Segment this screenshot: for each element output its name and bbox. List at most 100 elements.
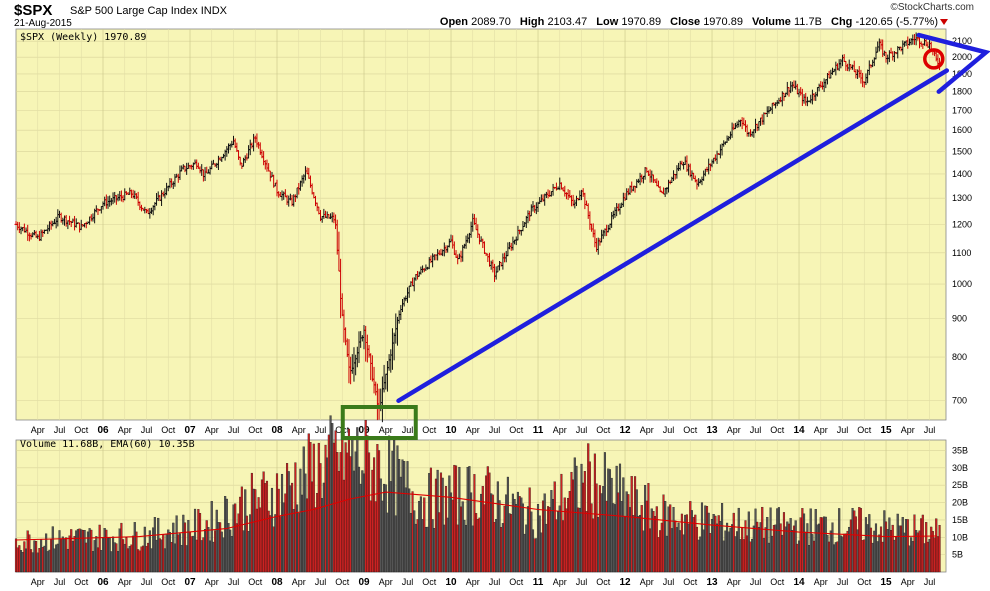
index-description: S&P 500 Large Cap Index INDX (70, 5, 227, 17)
volume-x-tick-label: 13 (706, 577, 718, 588)
volume-tick-label: 30B (952, 463, 968, 473)
price-x-tick-label: 14 (793, 425, 805, 436)
price-x-tick-label: Jul (837, 425, 849, 435)
price-x-tick-label: Oct (509, 425, 524, 435)
volume-bar (647, 483, 650, 573)
price-x-tick-label: Apr (118, 425, 132, 435)
price-x-tick-label: Oct (857, 425, 872, 435)
price-x-tick-label: Jul (402, 425, 414, 435)
price-x-tick-label: Jul (576, 425, 588, 435)
volume-x-tick-label: Apr (640, 577, 654, 587)
volume-bar (938, 524, 941, 573)
price-x-tick-label: 12 (619, 425, 631, 436)
volume-tick-label: 10B (952, 532, 968, 542)
volume-bar (240, 486, 243, 573)
volume-tick-label: 20B (952, 498, 968, 508)
volume-x-tick-label: Jul (402, 577, 414, 587)
low-highlight-box (340, 405, 418, 440)
price-x-tick-label: Jul (489, 425, 501, 435)
volume-bar (454, 465, 458, 573)
price-tick-label: 1200 (952, 219, 972, 229)
volume-x-tick-label: Apr (205, 577, 219, 587)
volume-label: Volume (752, 16, 791, 28)
price-x-tick-label: 10 (445, 425, 457, 436)
high-label: High (519, 16, 545, 28)
down-triangle-icon (940, 19, 948, 25)
price-tick-label: 1700 (952, 105, 972, 115)
volume-x-tick-label: Jul (54, 577, 66, 587)
price-x-tick-label: Oct (683, 425, 698, 435)
volume-bar (90, 529, 93, 573)
symbol: $SPX (14, 2, 53, 19)
price-x-tick-label: 06 (97, 425, 109, 436)
price-x-tick-label: Apr (205, 425, 219, 435)
price-x-tick-label: Apr (466, 425, 480, 435)
price-tick-label: 1800 (952, 87, 972, 97)
chg-label: Chg (831, 16, 853, 28)
volume-x-tick-label: Jul (315, 577, 327, 587)
price-x-tick-label: Apr (292, 425, 306, 435)
volume-x-tick-label: Oct (248, 577, 263, 587)
volume-x-tick-label: Oct (74, 577, 89, 587)
volume-bars (14, 408, 941, 573)
price-x-tick-label: Apr (901, 425, 915, 435)
price-x-tick-label: 07 (184, 425, 196, 436)
price-x-tick-label: Jul (54, 425, 66, 435)
volume-x-tick-label: Oct (335, 577, 350, 587)
close-value: 1970.89 (703, 16, 743, 28)
price-tick-label: 1400 (952, 169, 972, 179)
ohlc-summary: Open 2089.70 High 2103.47 Low 1970.89 Cl… (434, 16, 938, 28)
price-x-tick-label: Jul (315, 425, 327, 435)
low-value: 1970.89 (621, 16, 662, 28)
price-x-axis: Apr Jul Oct 06 Apr Jul Oct 07 Apr Jul Oct 08 Apr Jul O… (31, 425, 936, 436)
volume-bar (98, 524, 101, 573)
volume-value: 11.7B (794, 16, 822, 28)
price-tick-label: 2100 (952, 36, 972, 46)
volume-x-tick-label: Apr (466, 577, 480, 587)
volume-x-tick-label: 15 (880, 577, 892, 588)
volume-x-tick-label: Jul (924, 577, 936, 587)
price-x-tick-label: 15 (880, 425, 892, 436)
volume-legend: Volume 11.68B, EMA(60) 10.35B (20, 439, 195, 450)
volume-x-tick-label: Apr (379, 577, 393, 587)
volume-x-tick-label: Oct (596, 577, 611, 587)
brand-watermark: ©StockCharts.com (890, 2, 974, 13)
price-x-tick-label: Oct (74, 425, 89, 435)
volume-x-tick-label: Oct (509, 577, 524, 587)
volume-tick-label: 5B (952, 550, 963, 560)
arrowhead-icon (916, 32, 990, 94)
ema-line (15, 491, 937, 541)
uptrend-arrow (396, 68, 950, 403)
volume-bar (721, 503, 724, 573)
price-x-tick-label: Jul (228, 425, 240, 435)
price-x-tick-label: Apr (31, 425, 45, 435)
volume-x-tick-label: Apr (118, 577, 132, 587)
volume-x-tick-label: Jul (837, 577, 849, 587)
price-x-tick-label: Jul (750, 425, 762, 435)
volume-x-tick-label: Apr (727, 577, 741, 587)
volume-x-tick-label: Oct (857, 577, 872, 587)
volume-bar (859, 508, 862, 573)
volume-x-tick-label: Apr (901, 577, 915, 587)
open-value: 2089.70 (471, 16, 511, 28)
price-tick-label: 800 (952, 352, 967, 362)
price-x-tick-label: Oct (161, 425, 176, 435)
volume-x-tick-label: Jul (576, 577, 588, 587)
volume-x-tick-label: 12 (619, 577, 631, 588)
price-x-tick-label: Jul (924, 425, 936, 435)
volume-x-tick-label: 09 (358, 577, 370, 588)
volume-x-tick-label: Jul (750, 577, 762, 587)
volume-x-tick-label: 06 (97, 577, 109, 588)
price-tick-label: 700 (952, 396, 967, 406)
price-x-tick-label: Apr (379, 425, 393, 435)
price-x-tick-label: 08 (271, 425, 283, 436)
volume-x-tick-label: 07 (184, 577, 196, 588)
chg-value: -120.65 (-5.77%) (855, 16, 938, 28)
price-x-tick-label: 09 (358, 425, 370, 436)
price-x-tick-label: Oct (422, 425, 437, 435)
price-x-tick-label: 13 (706, 425, 718, 436)
open-label: Open (439, 16, 469, 28)
price-x-tick-label: Apr (814, 425, 828, 435)
chart-date: 21-Aug-2015 (14, 18, 72, 29)
volume-x-tick-label: Jul (489, 577, 501, 587)
